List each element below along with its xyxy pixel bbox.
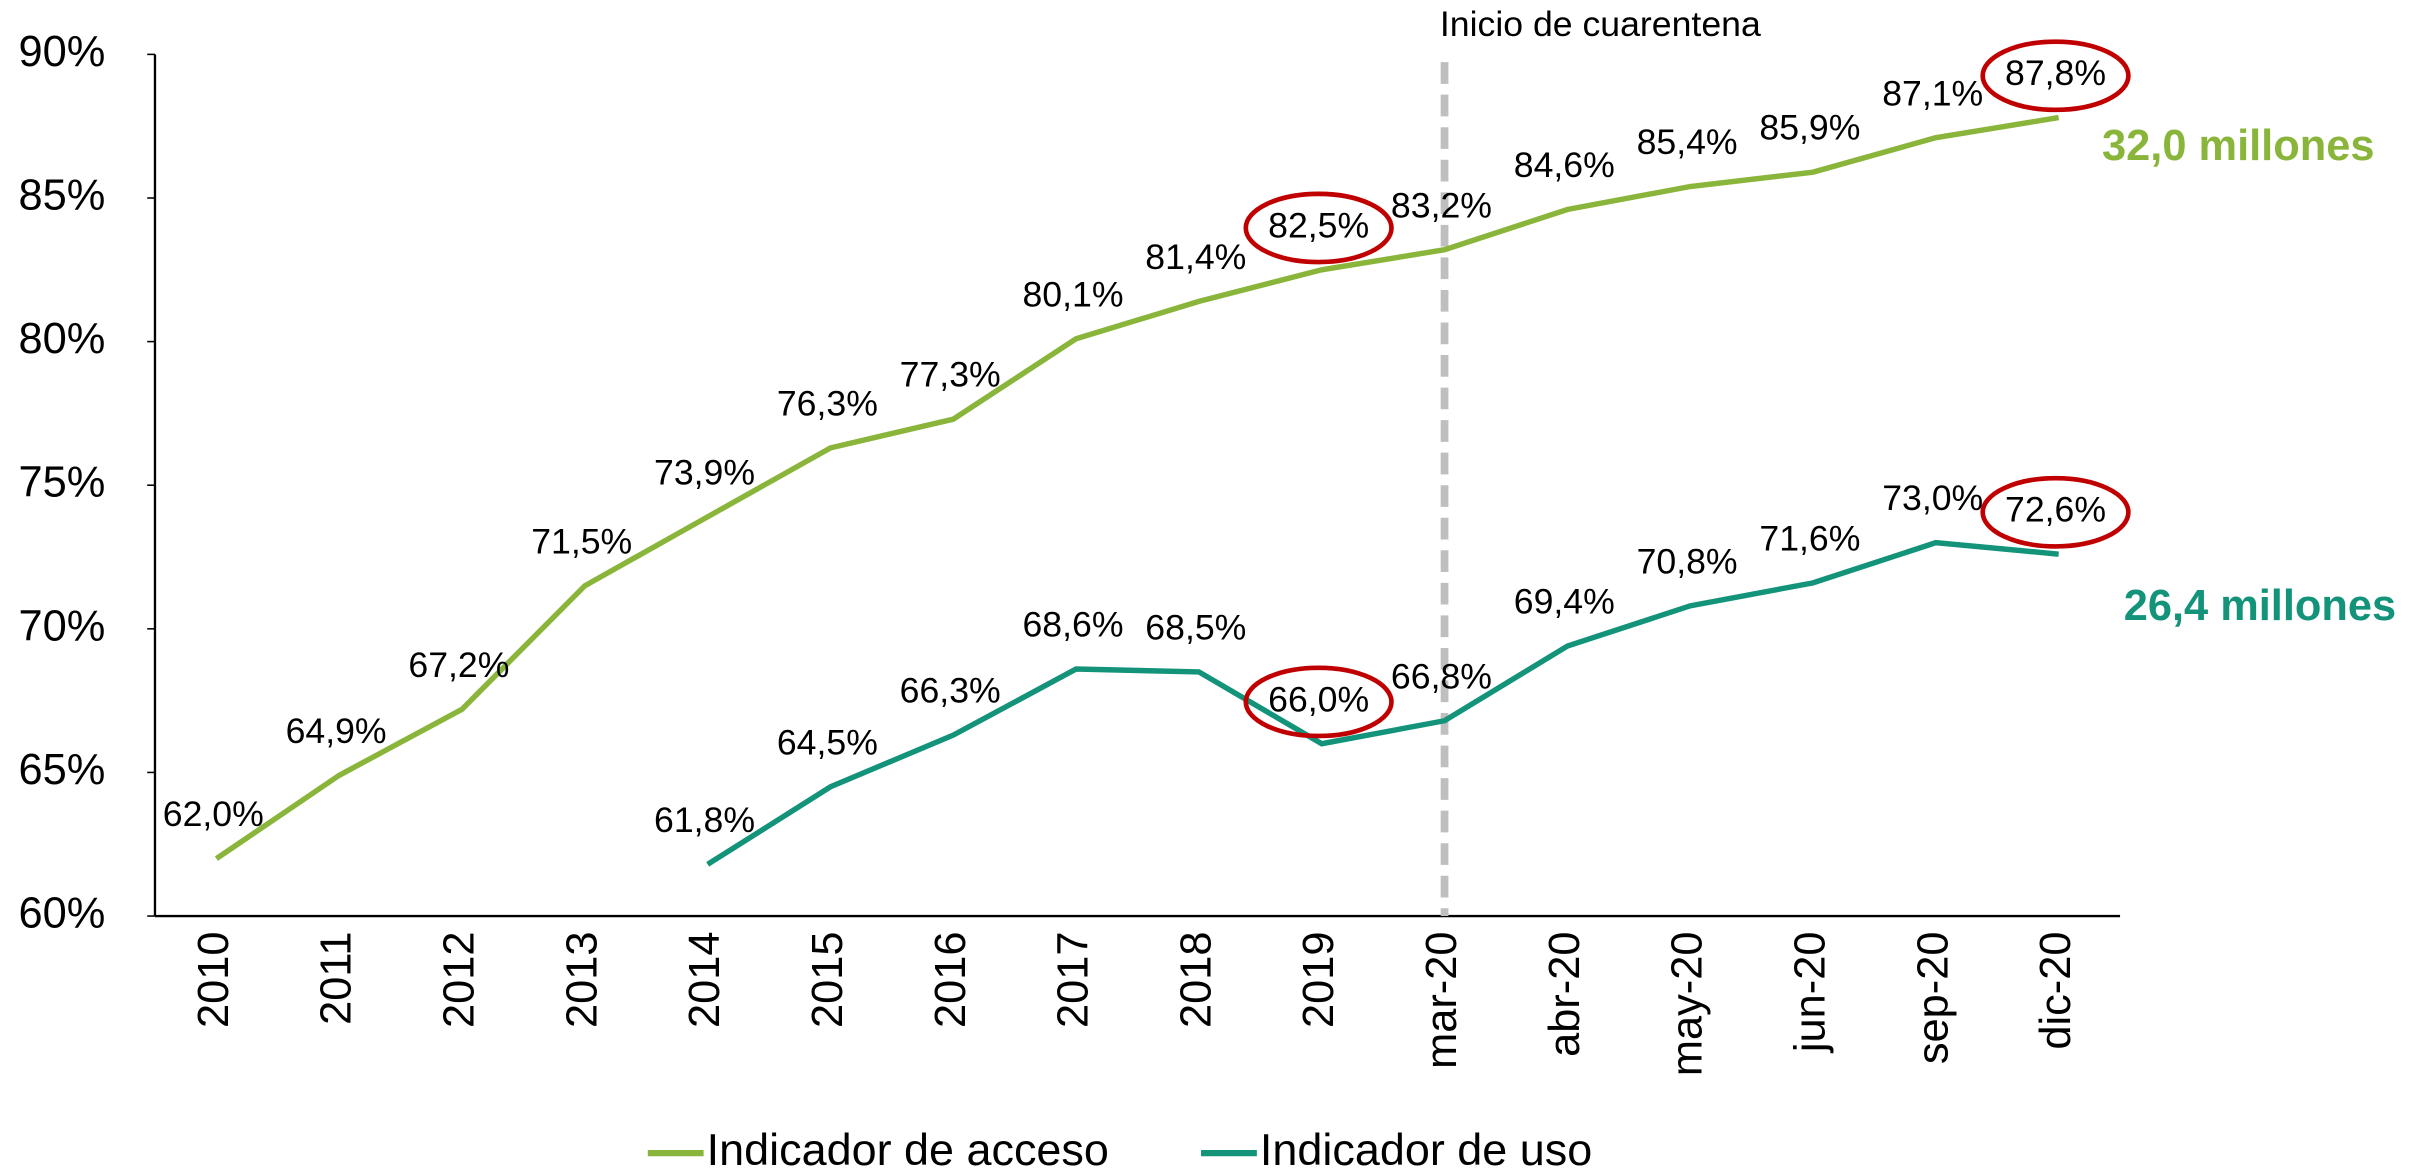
highlight-circle xyxy=(1243,191,1394,265)
y-tick-label: 80% xyxy=(19,315,106,363)
y-tick-label: 90% xyxy=(19,28,106,76)
x-tick-label: 2017 xyxy=(1050,932,1098,1028)
data-label: 66,8% xyxy=(1391,656,1492,696)
series-line xyxy=(214,114,2060,861)
data-label: 84,6% xyxy=(1514,145,1615,185)
x-tick-label: 2014 xyxy=(681,932,729,1028)
data-label: 83,2% xyxy=(1391,185,1492,225)
x-tick-label: 2010 xyxy=(190,932,238,1028)
x-tick-label: sep-20 xyxy=(1909,932,1957,1065)
y-tick-label: 65% xyxy=(19,746,106,794)
data-label: 81,4% xyxy=(1145,237,1246,277)
data-label: 68,6% xyxy=(1022,605,1123,645)
data-label: 66,3% xyxy=(900,671,1001,711)
data-label: 71,6% xyxy=(1759,518,1860,558)
data-label: 87,1% xyxy=(1882,73,1983,113)
legend-label: Indicador de uso xyxy=(1260,1124,1592,1175)
x-tick-label: 2012 xyxy=(435,932,483,1028)
highlight-circle xyxy=(1243,665,1394,739)
data-label: 62,0% xyxy=(163,794,264,834)
x-tick-label: 2018 xyxy=(1172,932,1220,1028)
data-label: 85,9% xyxy=(1759,108,1860,148)
data-label: 73,0% xyxy=(1882,478,1983,518)
legend-label: Indicador de acceso xyxy=(707,1124,1109,1175)
x-tick-label: 2016 xyxy=(927,932,975,1028)
series-line xyxy=(706,539,2059,867)
data-label: 66,0% xyxy=(1268,679,1369,719)
data-label: 64,5% xyxy=(777,722,878,762)
highlight-circle xyxy=(1980,475,2131,549)
data-label: 68,5% xyxy=(1145,607,1246,647)
x-tick-label: abr-20 xyxy=(1541,932,1589,1057)
data-label: 64,9% xyxy=(286,711,387,751)
data-label: 77,3% xyxy=(900,355,1001,395)
data-label: 76,3% xyxy=(777,383,878,423)
x-tick-label: 2019 xyxy=(1295,932,1343,1028)
series-total: 26,4 millones xyxy=(2124,582,2396,630)
data-label: 70,8% xyxy=(1637,541,1738,581)
annotation-text: Inicio de cuarentena xyxy=(1440,4,1761,44)
x-tick-label: mar-20 xyxy=(1418,932,1466,1069)
data-label: 73,9% xyxy=(654,452,755,492)
x-tick-label: 2013 xyxy=(558,932,606,1028)
data-label: 71,5% xyxy=(531,521,632,561)
y-tick-label: 75% xyxy=(19,459,106,507)
data-label: 85,4% xyxy=(1637,122,1738,162)
data-label: 87,8% xyxy=(2005,53,2106,93)
data-label: 82,5% xyxy=(1268,205,1369,245)
data-label: 67,2% xyxy=(408,645,509,685)
x-tick-label: jun-20 xyxy=(1786,932,1834,1055)
x-tick-label: dic-20 xyxy=(2032,932,2080,1050)
x-tick-label: 2011 xyxy=(313,932,361,1025)
x-tick-label: 2015 xyxy=(804,932,852,1028)
data-label: 69,4% xyxy=(1514,582,1615,622)
x-tick-label: may-20 xyxy=(1664,932,1712,1077)
y-tick-label: 60% xyxy=(19,890,106,938)
data-label: 80,1% xyxy=(1022,274,1123,314)
series-total: 32,0 millones xyxy=(2102,122,2374,170)
data-label: 61,8% xyxy=(654,800,755,840)
data-label: 72,6% xyxy=(2005,490,2106,530)
y-tick-label: 85% xyxy=(19,171,106,219)
y-tick-label: 70% xyxy=(19,602,106,650)
highlight-circle xyxy=(1980,39,2131,113)
